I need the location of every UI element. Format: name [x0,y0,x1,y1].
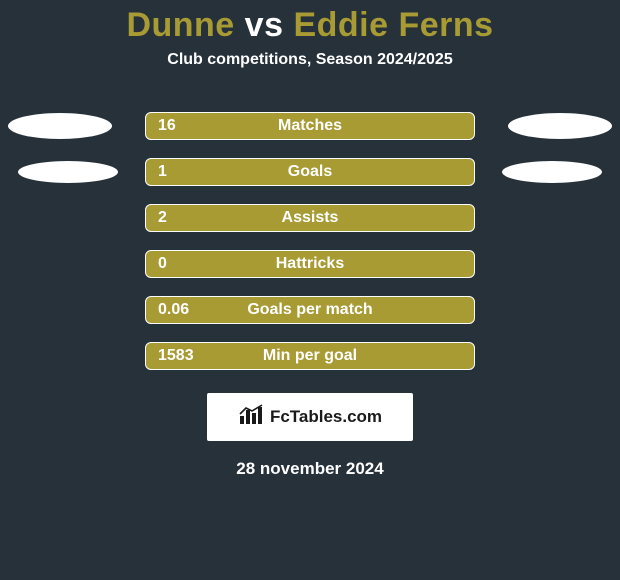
stat-row-assists: 2 Assists [0,195,620,241]
stat-label: Matches [146,117,474,135]
title-player1: Dunne [126,6,234,44]
stat-label: Goals per match [146,301,474,319]
subtitle: Club competitions, Season 2024/2025 [0,51,620,69]
ellipse-decor [508,113,612,139]
date-text: 28 november 2024 [0,459,620,479]
ellipse-decor [18,161,118,183]
page-title: Dunne vs Eddie Ferns [0,0,620,45]
brand-text: FcTables.com [270,407,382,427]
comparison-card: Dunne vs Eddie Ferns Club competitions, … [0,0,620,580]
title-player2: Eddie Ferns [293,6,493,44]
bar-chart-icon [238,404,264,431]
stat-label: Assists [146,209,474,227]
stat-row-hattricks: 0 Hattricks [0,241,620,287]
stat-label: Min per goal [146,347,474,365]
stat-value: 1 [158,163,167,181]
stat-row-mpg: 1583 Min per goal [0,333,620,379]
stat-value: 16 [158,117,176,135]
stat-row-goals: 1 Goals [0,149,620,195]
brand-badge: FcTables.com [207,393,413,441]
stat-bar: 0.06 Goals per match [145,296,475,324]
stat-label: Goals [146,163,474,181]
stat-bar: 1 Goals [145,158,475,186]
stat-label: Hattricks [146,255,474,273]
stat-value: 0.06 [158,301,189,319]
stat-row-matches: 16 Matches [0,103,620,149]
ellipse-decor [502,161,602,183]
stat-row-gpm: 0.06 Goals per match [0,287,620,333]
stat-bar: 1583 Min per goal [145,342,475,370]
stat-value: 0 [158,255,167,273]
stat-value: 1583 [158,347,194,365]
title-vs: vs [245,6,284,44]
ellipse-decor [8,113,112,139]
stat-bar: 0 Hattricks [145,250,475,278]
stat-value: 2 [158,209,167,227]
stats-container: 16 Matches 1 Goals 2 Assists [0,103,620,379]
stat-bar: 16 Matches [145,112,475,140]
stat-bar: 2 Assists [145,204,475,232]
